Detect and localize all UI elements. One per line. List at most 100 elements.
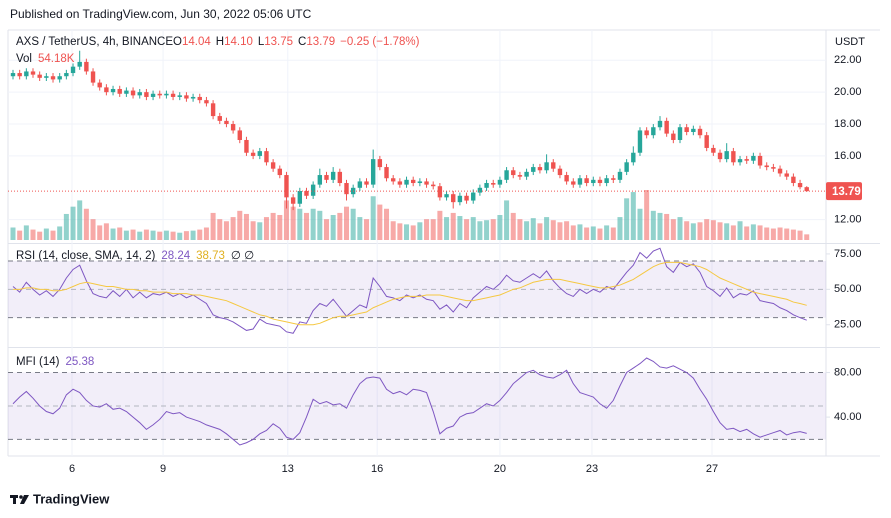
candle-body bbox=[377, 159, 383, 168]
candle-body bbox=[651, 127, 656, 136]
volume-bar bbox=[143, 229, 149, 240]
candle-body bbox=[477, 187, 483, 193]
candle-body bbox=[764, 165, 769, 168]
candle-body bbox=[37, 74, 42, 78]
candle-body bbox=[330, 171, 336, 180]
volume-bar bbox=[157, 231, 163, 240]
candle-body bbox=[724, 151, 729, 160]
y-tick-label: 22.00 bbox=[834, 54, 862, 66]
volume-bar bbox=[424, 219, 430, 240]
plot-layer: 12.00 16.00 18.00 20.00 22.00 6 9 13 16 20 23 27 13.… bbox=[8, 30, 862, 475]
volume-bar bbox=[350, 208, 356, 240]
candle-body bbox=[797, 183, 803, 188]
volume-bar bbox=[650, 210, 656, 240]
brand-logo bbox=[10, 495, 29, 504]
legend-value: 14.10 bbox=[224, 36, 253, 48]
volume-bar bbox=[237, 210, 243, 240]
volume-bar bbox=[770, 228, 776, 240]
candle-body bbox=[204, 100, 209, 104]
volume-bar bbox=[377, 204, 383, 240]
volume-bar bbox=[737, 221, 743, 240]
candle-body bbox=[431, 184, 436, 187]
candle-body bbox=[771, 167, 776, 169]
volume-bar bbox=[250, 221, 256, 240]
volume-bar bbox=[497, 215, 503, 240]
candle-body bbox=[571, 181, 576, 185]
candle-body bbox=[337, 171, 343, 184]
candle-body bbox=[684, 127, 689, 133]
candle-body bbox=[190, 96, 196, 99]
candle-body bbox=[664, 120, 669, 134]
candle-body bbox=[164, 93, 169, 96]
candle-body bbox=[704, 135, 709, 148]
legend-key: O bbox=[173, 36, 182, 48]
candle-body bbox=[237, 130, 242, 140]
candle-body bbox=[104, 87, 109, 93]
volume-bar bbox=[404, 224, 410, 240]
candle-body bbox=[791, 176, 796, 184]
volume-bar bbox=[444, 217, 450, 240]
candle-body bbox=[417, 181, 423, 184]
volume-bar bbox=[210, 212, 216, 240]
candle-body bbox=[597, 179, 603, 184]
candle-body bbox=[471, 192, 476, 201]
legend-key: H bbox=[216, 36, 224, 48]
candle-body bbox=[524, 171, 529, 177]
volume-bar bbox=[217, 219, 223, 240]
candle-body bbox=[457, 195, 463, 203]
candle-body bbox=[310, 184, 316, 196]
volume-bar bbox=[657, 212, 663, 240]
volume-bar bbox=[223, 221, 229, 240]
y-tick-label: 75.00 bbox=[834, 248, 862, 260]
volume-bar bbox=[177, 232, 183, 240]
mfi-legend: MFI (14) 25.38 bbox=[16, 356, 94, 368]
volume-bar bbox=[590, 226, 596, 240]
volume-bar bbox=[37, 231, 43, 240]
volume-bar bbox=[597, 228, 603, 240]
volume-bar bbox=[203, 227, 209, 240]
x-tick-label: 9 bbox=[160, 463, 166, 475]
candle-body bbox=[357, 181, 363, 188]
candle-body bbox=[224, 120, 229, 125]
pane-frames bbox=[7, 29, 880, 457]
candle-body bbox=[557, 168, 563, 176]
volume-bar bbox=[690, 223, 696, 240]
candle-body bbox=[564, 175, 569, 182]
volume-bar bbox=[297, 208, 303, 240]
volume-bar bbox=[484, 220, 490, 240]
volume-bar bbox=[670, 219, 676, 240]
volume-bar bbox=[170, 231, 176, 240]
candle-body bbox=[624, 162, 629, 172]
candle-body bbox=[210, 103, 216, 117]
volume-bar bbox=[97, 225, 103, 240]
volume-bar bbox=[577, 224, 583, 240]
volume-bar bbox=[757, 225, 763, 240]
volume-bar bbox=[337, 212, 343, 240]
candle-body bbox=[124, 90, 129, 94]
volume-bar bbox=[50, 230, 56, 240]
candle-body bbox=[737, 159, 743, 163]
volume-bar bbox=[110, 228, 116, 240]
candle-body bbox=[657, 120, 663, 128]
volume-bar bbox=[470, 217, 476, 240]
candle-body bbox=[277, 168, 282, 176]
y-tick-label: 50.00 bbox=[834, 283, 862, 295]
volume-bar bbox=[717, 222, 723, 240]
candle-body bbox=[511, 170, 516, 176]
y-tick-label: 16.00 bbox=[834, 150, 862, 162]
candle-body bbox=[117, 88, 122, 94]
volume-bar bbox=[163, 230, 169, 240]
candle-body bbox=[250, 152, 256, 156]
candle-body bbox=[370, 159, 376, 185]
candle-body bbox=[284, 175, 289, 198]
candle-body bbox=[157, 93, 162, 96]
candle-body bbox=[344, 183, 349, 195]
x-tick-label: 6 bbox=[69, 463, 75, 475]
legend-key: C bbox=[298, 36, 306, 48]
candle-body bbox=[604, 178, 609, 184]
candle-body bbox=[110, 88, 116, 93]
volume-bar bbox=[310, 208, 316, 240]
volume-bar bbox=[524, 221, 530, 240]
volume-bar bbox=[490, 219, 496, 240]
volume-bar bbox=[357, 217, 363, 240]
